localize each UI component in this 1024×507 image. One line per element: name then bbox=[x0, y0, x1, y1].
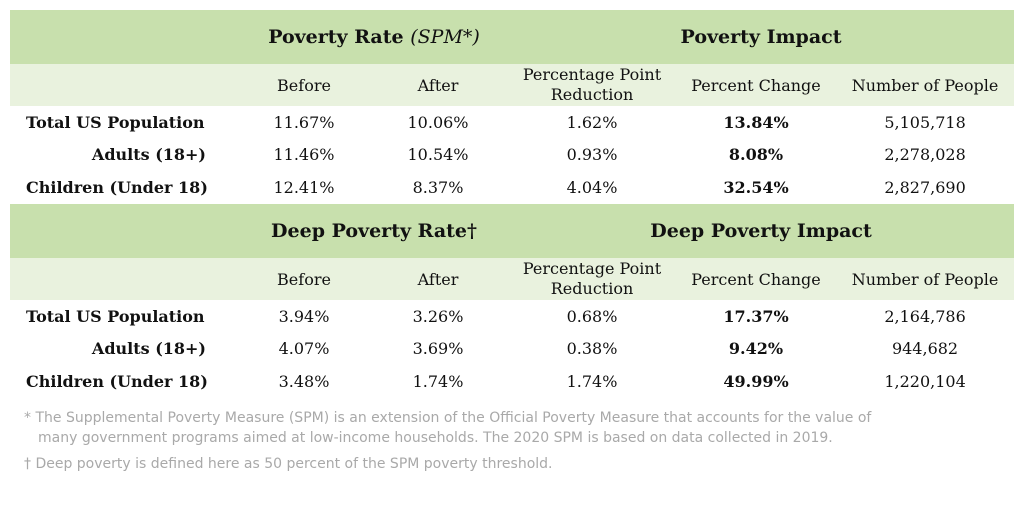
table-row: Children (Under 18) 12.41% 8.37% 4.04% 3… bbox=[10, 170, 1015, 204]
row-label: Children (Under 18) bbox=[10, 364, 240, 398]
cell-number-of-people: 2,164,786 bbox=[836, 300, 1015, 332]
row-label: Total US Population bbox=[10, 106, 240, 138]
row-label: Children (Under 18) bbox=[10, 170, 240, 204]
header-after: After bbox=[368, 258, 509, 300]
cell-ppr: 1.62% bbox=[508, 106, 677, 138]
table-row: Children (Under 18) 3.48% 1.74% 1.74% 49… bbox=[10, 364, 1015, 398]
header-percent-change: Percent Change bbox=[676, 64, 837, 106]
cell-number-of-people: 1,220,104 bbox=[836, 364, 1015, 398]
poverty-impact-title: Poverty Impact bbox=[508, 10, 1015, 64]
cell-ppr: 0.93% bbox=[508, 138, 677, 170]
table-row: Adults (18+) 4.07% 3.69% 0.38% 9.42% 944… bbox=[10, 332, 1015, 364]
deep-poverty-title-band: Deep Poverty Rate† Deep Poverty Impact bbox=[10, 204, 1015, 258]
header-percentage-point-reduction: Percentage Point Reduction bbox=[508, 64, 677, 106]
deep-poverty-impact-title: Deep Poverty Impact bbox=[508, 204, 1015, 258]
header-number-of-people: Number of People bbox=[836, 64, 1015, 106]
cell-after: 3.26% bbox=[368, 300, 509, 332]
cell-before: 12.41% bbox=[240, 170, 368, 204]
cell-before: 3.48% bbox=[240, 364, 368, 398]
row-label: Adults (18+) bbox=[10, 332, 240, 364]
poverty-column-headers: Before After Percentage Point Reduction P… bbox=[10, 64, 1015, 106]
poverty-title-band: Poverty Rate (SPM*) Poverty Impact bbox=[10, 10, 1015, 64]
cell-percent-change: 13.84% bbox=[676, 106, 837, 138]
cell-percent-change: 8.08% bbox=[676, 138, 837, 170]
row-label: Total US Population bbox=[10, 300, 240, 332]
cell-after: 10.54% bbox=[368, 138, 509, 170]
poverty-tables: Poverty Rate (SPM*) Poverty Impact Befor… bbox=[10, 10, 1015, 398]
cell-after: 3.69% bbox=[368, 332, 509, 364]
row-label: Adults (18+) bbox=[10, 138, 240, 170]
table-row: Total US Population 11.67% 10.06% 1.62% … bbox=[10, 106, 1015, 138]
cell-after: 8.37% bbox=[368, 170, 509, 204]
cell-number-of-people: 2,827,690 bbox=[836, 170, 1015, 204]
cell-before: 11.67% bbox=[240, 106, 368, 138]
cell-before: 4.07% bbox=[240, 332, 368, 364]
cell-ppr: 0.38% bbox=[508, 332, 677, 364]
cell-number-of-people: 5,105,718 bbox=[836, 106, 1015, 138]
poverty-table: Poverty Rate (SPM*) Poverty Impact Befor… bbox=[10, 10, 1015, 398]
cell-ppr: 0.68% bbox=[508, 300, 677, 332]
footnote-deep-poverty: † Deep poverty is defined here as 50 per… bbox=[24, 456, 553, 472]
header-percentage-point-reduction: Percentage Point Reduction bbox=[508, 258, 677, 300]
header-after: After bbox=[368, 64, 509, 106]
footnote-spm: * The Supplemental Poverty Measure (SPM)… bbox=[24, 410, 872, 446]
header-percent-change: Percent Change bbox=[676, 258, 837, 300]
cell-before: 11.46% bbox=[240, 138, 368, 170]
deep-poverty-rate-title: Deep Poverty Rate† bbox=[240, 204, 509, 258]
cell-number-of-people: 944,682 bbox=[836, 332, 1015, 364]
cell-after: 10.06% bbox=[368, 106, 509, 138]
cell-number-of-people: 2,278,028 bbox=[836, 138, 1015, 170]
poverty-rate-title: Poverty Rate (SPM*) bbox=[240, 10, 509, 64]
cell-percent-change: 49.99% bbox=[676, 364, 837, 398]
table-row: Adults (18+) 11.46% 10.54% 0.93% 8.08% 2… bbox=[10, 138, 1015, 170]
cell-ppr: 4.04% bbox=[508, 170, 677, 204]
header-before: Before bbox=[240, 64, 368, 106]
cell-percent-change: 32.54% bbox=[676, 170, 837, 204]
cell-percent-change: 17.37% bbox=[676, 300, 837, 332]
deep-poverty-column-headers: Before After Percentage Point Reduction P… bbox=[10, 258, 1015, 300]
header-number-of-people: Number of People bbox=[836, 258, 1015, 300]
footnotes: * The Supplemental Poverty Measure (SPM)… bbox=[24, 408, 1014, 480]
header-before: Before bbox=[240, 258, 368, 300]
cell-before: 3.94% bbox=[240, 300, 368, 332]
cell-after: 1.74% bbox=[368, 364, 509, 398]
cell-ppr: 1.74% bbox=[508, 364, 677, 398]
cell-percent-change: 9.42% bbox=[676, 332, 837, 364]
table-row: Total US Population 3.94% 3.26% 0.68% 17… bbox=[10, 300, 1015, 332]
